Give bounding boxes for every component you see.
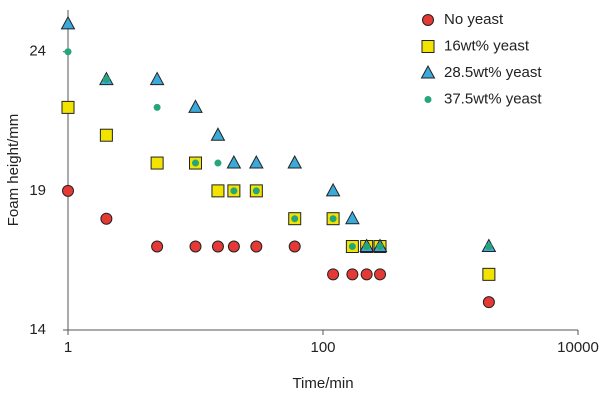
legend-marker <box>421 40 435 53</box>
point <box>325 182 341 197</box>
x-axis-title: Time/min <box>292 375 353 392</box>
point <box>150 156 164 170</box>
point <box>149 71 165 86</box>
legend-label: 16wt% yeast <box>444 37 530 54</box>
point <box>327 268 340 281</box>
legend-label: 28.5wt% yeast <box>444 64 542 81</box>
point <box>189 240 202 253</box>
point <box>250 240 263 253</box>
legend-marker <box>420 64 436 79</box>
point <box>248 154 264 169</box>
y-axis-title: Foam height/mm <box>5 114 22 227</box>
point <box>329 215 337 223</box>
point <box>64 48 72 56</box>
point <box>214 159 222 167</box>
point <box>62 184 74 197</box>
point <box>374 268 387 281</box>
point <box>211 240 224 253</box>
point <box>360 268 373 281</box>
legend-label: No yeast <box>444 11 504 28</box>
point <box>60 15 76 30</box>
legend-label: 37.5wt% yeast <box>444 90 542 107</box>
point <box>376 243 384 251</box>
point <box>151 240 164 253</box>
point <box>192 159 199 167</box>
point <box>288 240 301 253</box>
point <box>348 243 356 251</box>
point <box>210 127 226 141</box>
point <box>99 128 113 142</box>
point <box>287 154 303 169</box>
point <box>211 184 225 198</box>
x-tick-label: 10000 <box>557 339 599 356</box>
x-tick-label: 1 <box>64 339 72 356</box>
point <box>346 268 359 281</box>
y-tick-label: 19 <box>29 182 46 199</box>
y-tick-label: 24 <box>29 43 46 60</box>
point <box>252 187 260 195</box>
point <box>230 187 238 195</box>
point <box>61 100 75 114</box>
point <box>291 215 299 223</box>
point <box>188 99 203 113</box>
point <box>226 154 242 169</box>
point <box>100 212 113 225</box>
point <box>363 243 371 251</box>
point <box>102 76 110 84</box>
x-tick-label: 100 <box>310 339 335 356</box>
legend-marker <box>422 14 434 26</box>
legend-marker <box>424 96 432 103</box>
point <box>227 240 240 253</box>
point <box>345 210 360 225</box>
point <box>485 243 493 251</box>
point <box>482 296 495 309</box>
point <box>482 267 496 281</box>
y-tick-label: 14 <box>29 321 46 338</box>
point <box>153 103 161 111</box>
